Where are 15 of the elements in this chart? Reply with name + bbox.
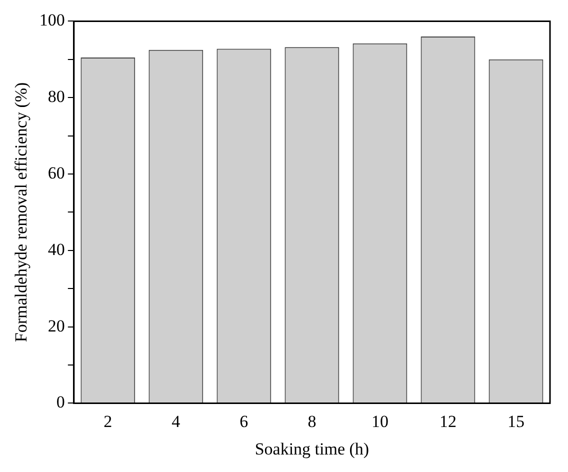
y-tick-label: 60 (48, 163, 65, 182)
y-axis-title: Formaldehyde removal efficiency (%) (12, 82, 31, 342)
y-tick-label: 0 (56, 392, 65, 412)
x-tick-label: 4 (172, 412, 181, 431)
x-tick-label: 8 (308, 412, 316, 431)
x-tick-label: 10 (371, 412, 388, 431)
y-tick-label: 100 (39, 10, 65, 30)
y-tick-label: 40 (48, 240, 65, 259)
x-tick-label: 12 (439, 412, 456, 431)
x-tick-label: 2 (104, 412, 112, 431)
x-tick-label: 6 (240, 412, 248, 431)
y-tick-label: 80 (48, 87, 65, 106)
x-axis-title: Soaking time (h) (254, 439, 370, 458)
x-tick-label: 15 (507, 412, 524, 431)
y-tick-label: 20 (48, 316, 65, 336)
